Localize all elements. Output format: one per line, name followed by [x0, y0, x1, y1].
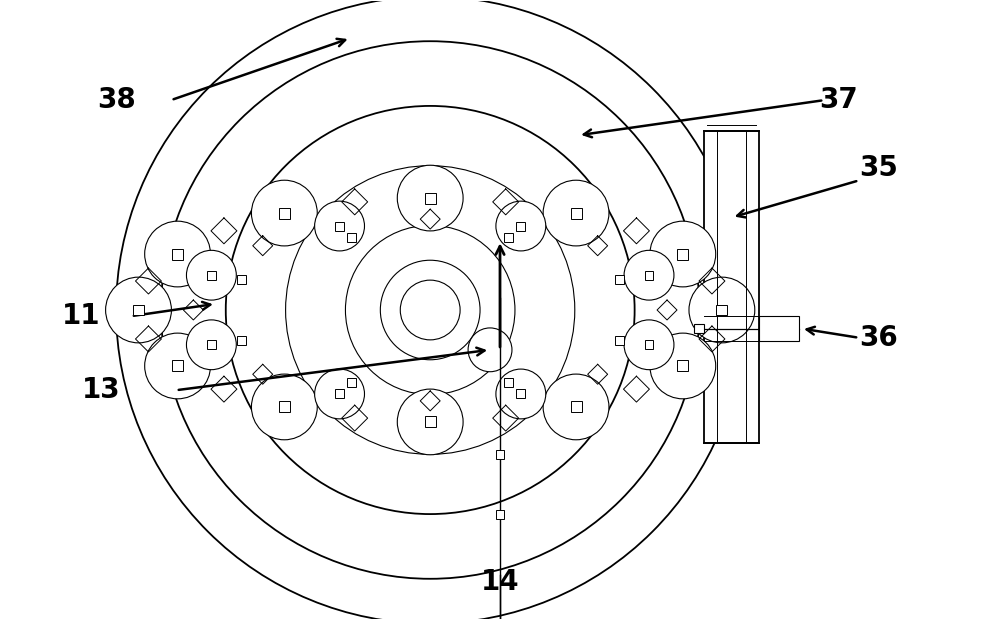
Bar — [759, 316, 799, 341]
Bar — [516, 389, 525, 399]
Bar — [504, 233, 513, 242]
Bar — [425, 193, 436, 203]
Ellipse shape — [650, 221, 716, 287]
Bar — [207, 271, 216, 280]
Ellipse shape — [397, 389, 463, 455]
Bar — [571, 208, 582, 218]
Bar — [504, 378, 513, 387]
Bar — [237, 335, 246, 345]
Ellipse shape — [624, 320, 674, 370]
Bar — [677, 249, 688, 260]
Bar — [172, 249, 183, 260]
Ellipse shape — [145, 333, 210, 399]
Ellipse shape — [186, 250, 236, 300]
Bar — [716, 304, 727, 316]
Text: 37: 37 — [820, 86, 858, 114]
Ellipse shape — [689, 277, 755, 343]
Bar — [425, 417, 436, 427]
Ellipse shape — [251, 374, 317, 440]
Text: 11: 11 — [62, 302, 100, 330]
Bar — [615, 275, 624, 285]
Ellipse shape — [543, 374, 609, 440]
Ellipse shape — [186, 320, 236, 370]
Ellipse shape — [145, 221, 210, 287]
Bar — [677, 360, 688, 371]
Ellipse shape — [315, 201, 364, 251]
Bar — [207, 340, 216, 349]
Bar — [347, 233, 356, 242]
Text: 13: 13 — [82, 376, 120, 404]
Text: 38: 38 — [97, 86, 135, 114]
Ellipse shape — [543, 180, 609, 246]
Bar — [516, 221, 525, 231]
Bar — [133, 304, 144, 316]
Bar — [279, 402, 290, 412]
Bar — [571, 402, 582, 412]
Ellipse shape — [251, 180, 317, 246]
Bar — [645, 271, 653, 280]
Bar — [237, 275, 246, 285]
Bar — [335, 389, 344, 399]
Ellipse shape — [624, 250, 674, 300]
Bar — [615, 335, 624, 345]
Text: 14: 14 — [481, 567, 519, 596]
Ellipse shape — [496, 201, 546, 251]
Ellipse shape — [650, 333, 716, 399]
Text: 36: 36 — [860, 324, 898, 352]
Bar — [279, 208, 290, 218]
Bar — [496, 510, 504, 518]
Bar — [704, 131, 759, 443]
Bar — [645, 340, 653, 349]
Text: 35: 35 — [860, 154, 898, 182]
Bar — [694, 324, 704, 334]
Ellipse shape — [468, 328, 512, 372]
Bar — [172, 360, 183, 371]
Bar — [347, 378, 356, 387]
Bar — [496, 450, 504, 459]
Ellipse shape — [315, 369, 364, 419]
Ellipse shape — [106, 277, 171, 343]
Ellipse shape — [397, 165, 463, 231]
Bar — [335, 221, 344, 231]
Ellipse shape — [496, 369, 546, 419]
